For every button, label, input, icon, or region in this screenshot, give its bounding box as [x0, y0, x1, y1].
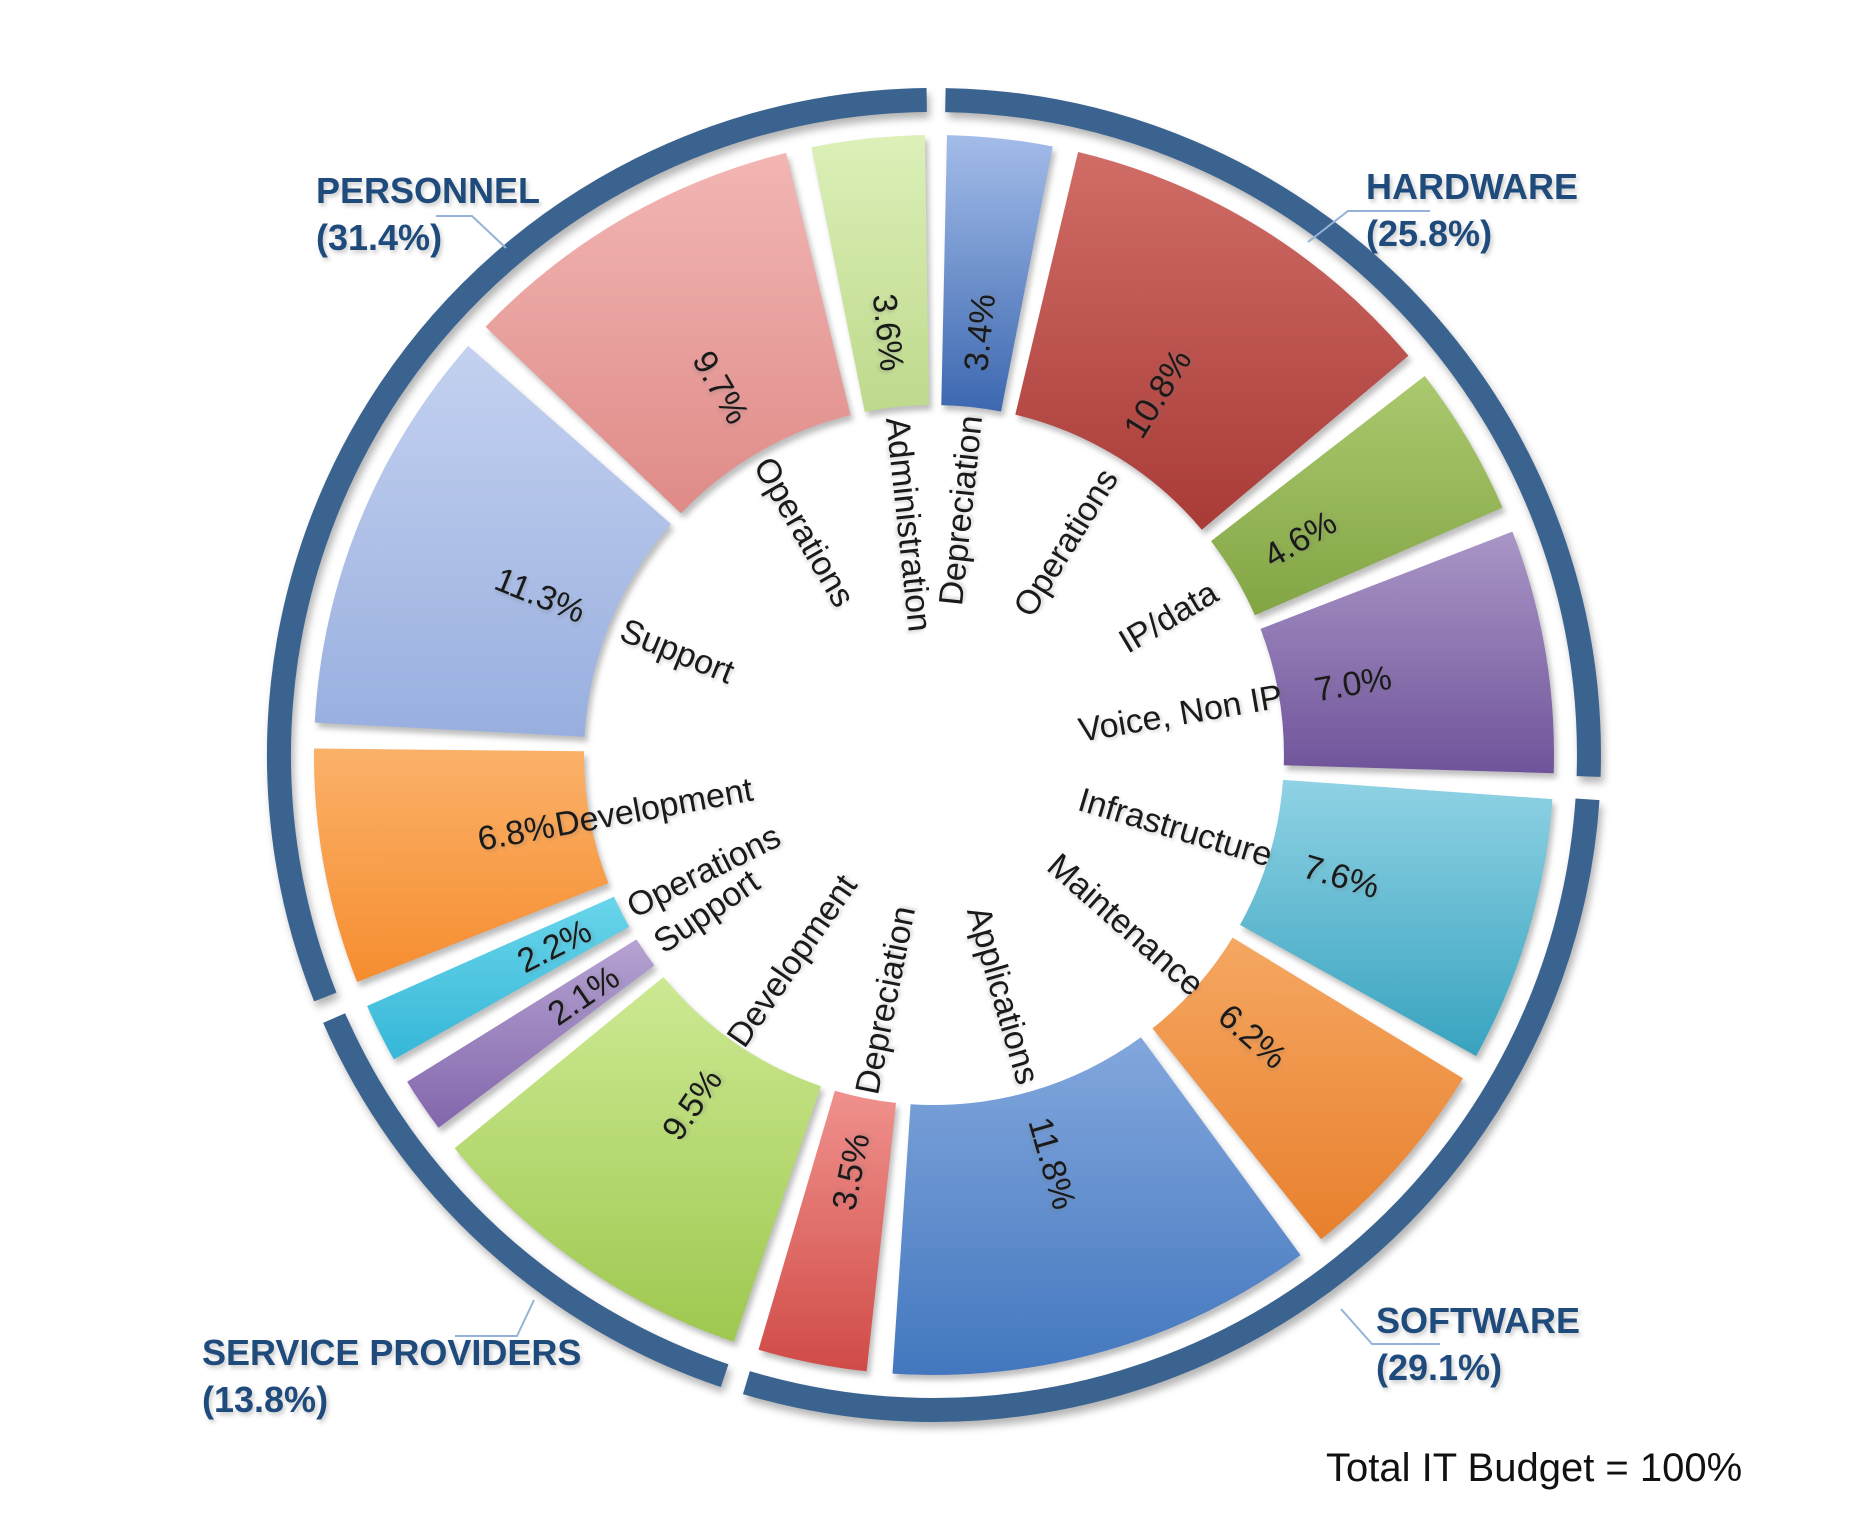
callout-line-software	[1340, 1308, 1440, 1345]
segment-percent-service_providers-operations: 2.2%	[511, 912, 597, 981]
wedge-software-infrastructure	[1240, 779, 1553, 1056]
callout-line-service_providers	[455, 1299, 535, 1337]
group-percent-personnel: (31.4%)	[316, 216, 443, 258]
segment-name-software-infrastructure: Infrastructure	[1074, 781, 1277, 875]
group-label-software: SOFTWARE (29.1%)	[1376, 1298, 1580, 1392]
group-label-service-providers: SERVICE PROVIDERS (13.8%)	[202, 1330, 581, 1424]
callout-line-personnel	[436, 215, 507, 249]
wedge-personnel-administration	[811, 135, 929, 412]
ring-arc-personnel	[266, 88, 927, 1002]
group-percent-hardware: (25.8%)	[1366, 212, 1493, 254]
wedge-software-applications	[892, 1037, 1301, 1375]
segment-name-hardware-ip-data: IP/data	[1113, 573, 1225, 661]
group-name-personnel: PERSONNEL	[316, 170, 541, 211]
segment-name-software-applications: Applications	[959, 902, 1047, 1089]
segment-name-hardware-operations: Operations	[1006, 462, 1126, 623]
group-label-personnel: PERSONNEL (31.4%)	[316, 168, 540, 262]
group-name-software: SOFTWARE	[1376, 1300, 1580, 1341]
wedge-personnel-operations	[485, 152, 851, 514]
wedge-software-depreciation	[758, 1090, 896, 1372]
segment-name-software-depreciation: Depreciation	[848, 903, 923, 1098]
ring-arc-software	[742, 798, 1600, 1423]
group-label-hardware: HARDWARE (25.8%)	[1366, 164, 1578, 258]
wedge-hardware-operations	[1015, 152, 1409, 530]
wedge-service_providers-support	[407, 939, 655, 1128]
segment-percent-hardware-depreciation: 3.4%	[957, 292, 1003, 373]
segment-name-personnel-operations: Operations	[746, 451, 862, 614]
wedge-hardware-ip-data	[1211, 376, 1503, 616]
callout-line-hardware	[1307, 210, 1430, 243]
wedge-personnel-development	[313, 748, 609, 982]
segment-name-hardware-depreciation: Depreciation	[932, 414, 990, 608]
total-budget-label: Total IT Budget = 100%	[1326, 1446, 1743, 1490]
segment-name-personnel-administration: Administration	[878, 415, 939, 633]
wedge-service_providers-development	[454, 977, 821, 1342]
segment-name-hardware-voice-non-ip: Voice, Non IP	[1076, 678, 1285, 750]
ring-arc-hardware	[945, 88, 1601, 777]
group-percent-service-providers: (13.8%)	[202, 1378, 329, 1420]
group-name-hardware: HARDWARE	[1366, 166, 1578, 207]
group-percent-software: (29.1%)	[1376, 1346, 1503, 1388]
group-name-service-providers: SERVICE PROVIDERS	[202, 1332, 582, 1373]
wedge-hardware-depreciation	[941, 135, 1053, 412]
wedge-service_providers-operations	[367, 896, 630, 1060]
segment-name-software-maintenance: Maintenance	[1040, 846, 1211, 1003]
ring-arc-service_providers	[323, 1013, 729, 1387]
wedge-software-maintenance	[1152, 937, 1463, 1240]
segment-percent-personnel-administration: 3.6%	[865, 292, 911, 373]
wedge-personnel-support	[314, 346, 671, 737]
segment-name-personnel-support: Support	[615, 611, 740, 691]
wedge-hardware-voice-non-ip	[1260, 531, 1554, 774]
